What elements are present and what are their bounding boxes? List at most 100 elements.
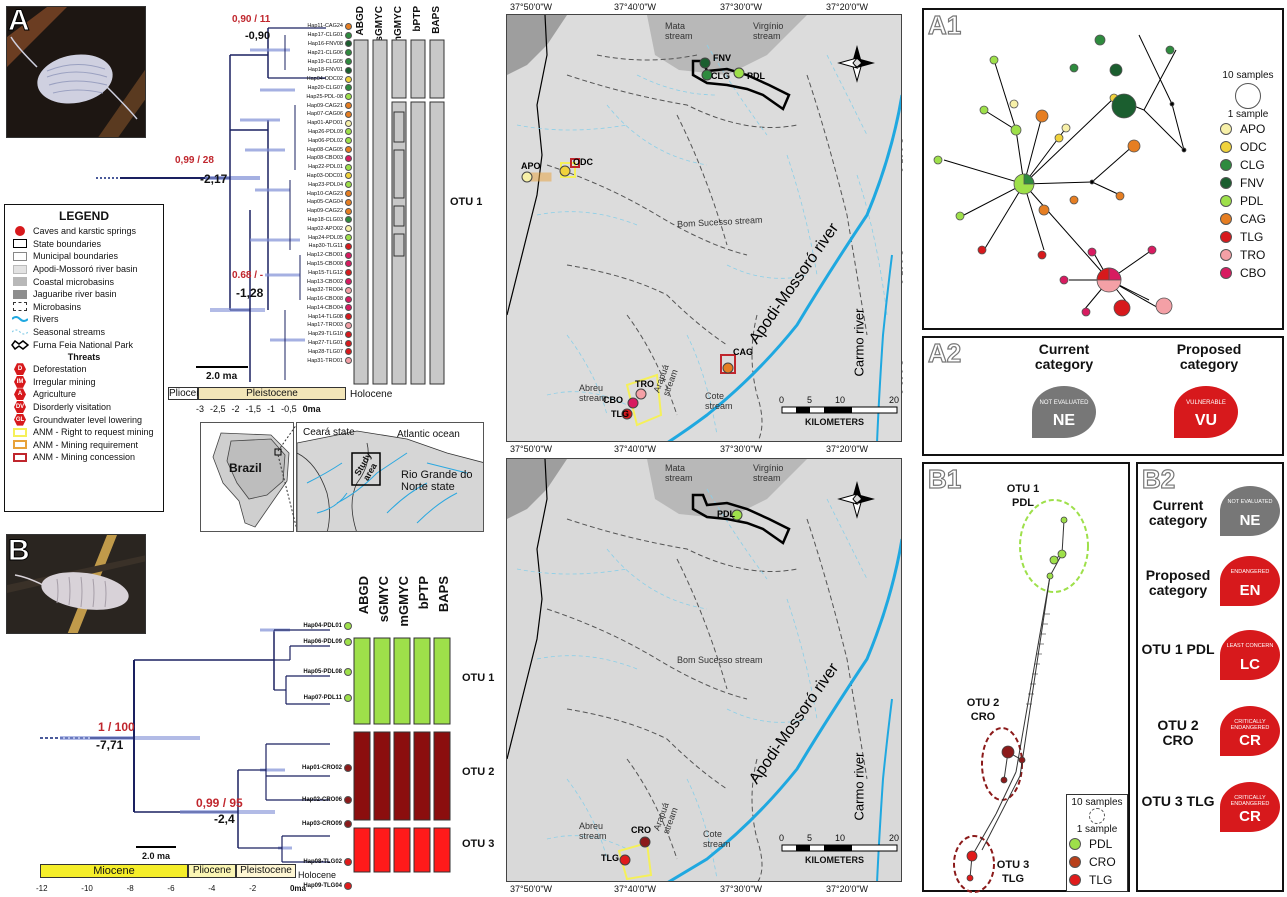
haplotype-dot — [345, 225, 352, 233]
inset-map-detail: Ceará state Atlantic ocean Study area Ri… — [296, 422, 484, 532]
pop-dot — [1220, 195, 1232, 207]
map-top: Mata stream Virgínio stream Bom Sucesso … — [506, 14, 902, 442]
pop-dot — [1220, 159, 1232, 171]
haplotype-row: Hap05-CAG04 — [286, 198, 352, 207]
b2-badge-sub: LEAST CONCERN — [1226, 643, 1274, 649]
inset-ocean-label: Atlantic ocean — [397, 429, 460, 440]
haplotype-network-a1 — [933, 34, 1187, 317]
haplotype-label: Hap24-PDL05 — [308, 234, 343, 241]
anm-item: ANM - Mining concession — [11, 451, 157, 464]
b1-legend-small: 1 sample — [1076, 824, 1118, 835]
tick: -4 — [208, 884, 216, 893]
site-tro: TRO — [635, 379, 654, 389]
tick: 0ma — [289, 884, 306, 893]
a1-legend-big: 10 samples — [1222, 70, 1274, 81]
haplotype-dot — [345, 40, 352, 48]
label-abreu-stream-2: Abreu stream — [579, 821, 607, 841]
haplotype-dot — [345, 22, 352, 30]
tick: -1 — [267, 404, 276, 414]
epoch-holocene-a: Holocene — [350, 389, 393, 400]
haplotype-label: Hap22-PDL01 — [308, 164, 343, 171]
pop-code: TRO — [1240, 248, 1266, 262]
haplotype-dot — [345, 313, 352, 321]
method-bptp: bPTP — [412, 6, 423, 32]
haplotype-dot — [345, 339, 352, 347]
haplotype-label: Hap14-CBO04 — [306, 304, 343, 311]
haplotype-label: Hap15-CBO08 — [306, 260, 343, 267]
time-ticks-a: -3 -2,5 -2 -1,5 -1 -0,5 0ma — [196, 404, 321, 414]
haplotype-dot — [345, 128, 352, 136]
lon-tick: 37°40'0"W — [614, 2, 657, 12]
inset-connector — [277, 423, 298, 531]
haplotype-label: Hap23-PDL04 — [308, 181, 343, 188]
haplotype-row: Hap23-PDL04 — [286, 180, 352, 189]
haplotype-label: Hap08-CAG05 — [306, 146, 343, 153]
inset-brazil-label: Brazil — [229, 461, 262, 475]
label-bom-sucesso-stream-2: Bom Sucesso stream — [677, 655, 763, 665]
map-bottom: Mata stream Virgínio stream Bom Sucesso … — [506, 458, 902, 882]
epoch-pleistocene-b: Pleistocene — [236, 864, 296, 878]
panel-label-a: A — [8, 4, 31, 38]
threat-hex-icon: IM — [11, 375, 29, 388]
haplotype-row: Hap02-APO02 — [286, 224, 352, 233]
haplotype-row: Hap08-CBO03 — [286, 154, 352, 163]
municipal-boundary-icon — [11, 251, 29, 262]
pop-dot — [1069, 856, 1081, 868]
pop-code: PDL — [1240, 194, 1264, 208]
haplotype-label-b: Hap07-PDL11 — [303, 695, 342, 701]
panel-a2: A2 Current category Proposed category NO… — [922, 336, 1284, 456]
pop-dot — [1220, 267, 1232, 279]
a2-current-badge: NOT EVALUATED NE — [1032, 386, 1096, 438]
scale-bar-a — [196, 366, 248, 368]
haplotype-label: Hap31-TRO01 — [307, 357, 343, 364]
scale-10: 10 — [835, 395, 846, 405]
haplotype-dot — [345, 286, 352, 294]
map-bottom-graphics — [507, 459, 901, 881]
haplotype-dot — [345, 216, 352, 224]
a1-pop-item: CBO — [1216, 264, 1280, 282]
haplotype-row: Hap28-TLG07 — [286, 347, 352, 356]
node-age-b1: -7,71 — [96, 738, 124, 752]
b2-row-badge: CRITICALLY ENDANGERED CR — [1220, 706, 1280, 756]
coords-top-lon: 37°50'0"W 37°40'0"W 37°30'0"W 37°20'0"W — [504, 2, 904, 16]
haplotype-label: Hap05-CAG04 — [306, 199, 343, 206]
b1-otu2: OTU 2 CRO — [966, 697, 1000, 723]
method-abgd-b: ABGD — [356, 576, 371, 615]
threat-code: DV — [14, 401, 26, 414]
threat-hex-icon: A — [11, 388, 29, 401]
legend-label: State boundaries — [33, 238, 102, 249]
pop-code: FNV — [1240, 176, 1264, 190]
scale-label-b: 2.0 ma — [142, 851, 171, 861]
haplotype-dot — [345, 190, 352, 198]
state-boundary-icon — [11, 238, 29, 249]
haplotype-dot — [345, 58, 352, 66]
b1-legend-big: 10 samples — [1071, 797, 1123, 808]
lon-tick: 37°50'0"W — [510, 2, 553, 12]
a1-legend-small: 1 sample — [1227, 109, 1269, 120]
b1-legend-circle — [1089, 808, 1105, 824]
b2-badge-sub: CRITICALLY ENDANGERED — [1230, 719, 1270, 731]
isopod-illustration-b — [7, 535, 145, 633]
tick: -2,5 — [210, 404, 226, 414]
inset-ceara-label: Ceará state — [303, 427, 355, 438]
haplotype-list-a: Hap11-CAG24 Hap17-CLG01 Hap16-FNV08 Hap21-C… — [286, 22, 352, 365]
threat-code: A — [14, 388, 26, 401]
a1-pop-item: CLG — [1216, 156, 1280, 174]
legend-label: Coastal microbasins — [33, 276, 115, 287]
method-headers-b: ABGD sGMYC mGMYC bPTP BAPS — [352, 576, 452, 636]
haplotype-row: Hap12-CBO01 — [286, 251, 352, 260]
threat-item: IM Irregular mining — [11, 375, 157, 389]
method-baps-b: BAPS — [436, 576, 451, 613]
b2-badge-code: CR — [1239, 732, 1261, 749]
legend-label: Apodi-Mossoró river basin — [33, 264, 138, 275]
legend-item: Microbasins — [11, 301, 157, 314]
timescale-b: Miocene Pliocene Pleistocene Holocene — [40, 864, 336, 880]
b2-badge-code: LC — [1240, 656, 1260, 673]
compass-icon — [837, 45, 875, 83]
haplotype-label: Hap16-FNV08 — [307, 40, 343, 47]
legend-label: Seasonal streams — [33, 327, 106, 338]
haplotype-dot — [345, 102, 352, 110]
epoch-pliocene-b: Pliocene — [188, 864, 236, 878]
haplotype-label: Hap03-ODC01 — [306, 172, 343, 179]
haplotype-dot — [345, 304, 352, 312]
